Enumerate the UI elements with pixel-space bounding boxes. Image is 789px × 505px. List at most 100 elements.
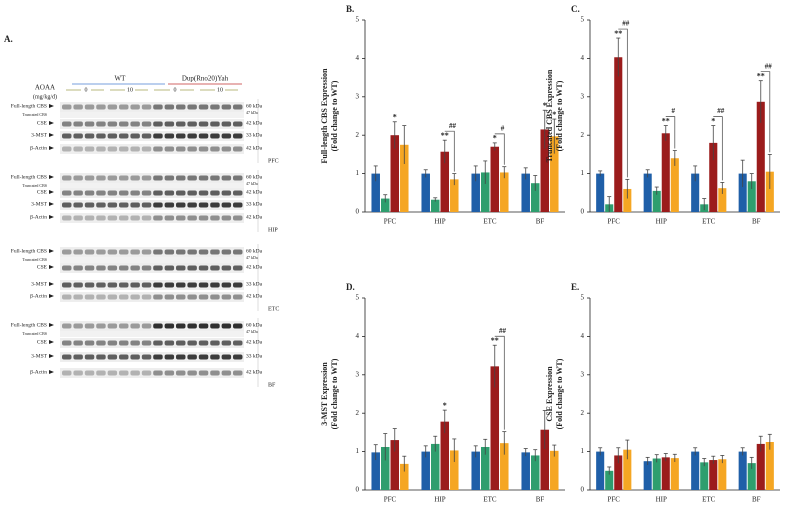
blot-band (210, 175, 220, 181)
row-label: Full-length CBS (11, 248, 47, 254)
significance-star: ** (614, 29, 622, 38)
blot-band (164, 215, 175, 221)
blot-band (119, 175, 129, 181)
y-tick-label: 3 (581, 92, 585, 100)
blot-band (210, 202, 220, 208)
bracket (713, 116, 723, 181)
kda-label: 42 kDa (246, 214, 263, 220)
blot-band (187, 340, 197, 346)
blot-band (153, 215, 163, 221)
blot-band (153, 190, 163, 196)
row-label: β-Actin (30, 214, 47, 220)
blot-band (141, 294, 152, 300)
blot-band (62, 215, 72, 221)
blot-band (62, 202, 72, 208)
blot-band (221, 249, 232, 255)
bar (440, 151, 450, 212)
row-arrow (49, 354, 54, 358)
blot-band (221, 215, 232, 221)
blot-band (198, 265, 209, 271)
significance-star: * (711, 116, 715, 125)
blot-band (130, 121, 140, 127)
blot-band (210, 133, 220, 139)
blot-band (233, 249, 243, 255)
blot-band (84, 354, 95, 360)
blot-band (153, 146, 163, 152)
blot-band (164, 175, 175, 181)
blot-band (176, 370, 186, 376)
row-arrow (49, 215, 54, 219)
blot-band (130, 133, 140, 139)
blot-band (210, 294, 220, 300)
blot-band (198, 190, 209, 196)
bar (756, 101, 765, 212)
treatment: AOAA (35, 84, 55, 92)
y-tick-label: 1 (356, 447, 360, 455)
blot-band (119, 146, 129, 152)
row-label: 3-MST (31, 353, 48, 359)
blot-strip (60, 112, 244, 118)
blot-band (210, 146, 220, 152)
blot-band (62, 175, 72, 181)
blot-band (221, 282, 232, 288)
blot-band (84, 146, 95, 152)
bar (623, 188, 632, 212)
blot-band (233, 104, 243, 110)
blot-band (96, 323, 106, 329)
blot-band (107, 294, 118, 300)
blot-band (107, 340, 118, 346)
blot-band (153, 249, 163, 255)
blot-band (96, 215, 106, 221)
blot-strip (60, 131, 244, 141)
blot-band (187, 265, 197, 271)
blot-band (96, 370, 106, 376)
blot-band (164, 282, 175, 288)
significance-star: * (393, 113, 397, 122)
blot-band (210, 190, 220, 196)
kda-label: 42 kDa (246, 293, 263, 299)
blot-band (164, 265, 175, 271)
blot-band (210, 265, 220, 271)
blot-band (153, 282, 163, 288)
blot-band (73, 202, 83, 208)
bar (614, 57, 623, 212)
bar (670, 458, 679, 490)
kda-label: 47 kDa (246, 110, 258, 115)
group-label: Dup(Rno20)Yah (182, 75, 229, 83)
panel-label: A. (4, 34, 13, 44)
bar (421, 451, 430, 490)
bar (380, 198, 390, 212)
y-tick-label: 1 (581, 169, 585, 177)
blot-band (130, 190, 140, 196)
blot-band (119, 323, 129, 329)
blot-band (141, 340, 152, 346)
blot-band (198, 282, 209, 288)
blot-band (221, 340, 232, 346)
row-label: Full-length CBS (11, 103, 47, 109)
blot-band (141, 190, 152, 196)
blot-band (96, 354, 106, 360)
bar (596, 451, 605, 490)
row-arrow (49, 370, 54, 374)
row-label: CSE (37, 339, 48, 345)
blot-band (107, 215, 118, 221)
blot-band (187, 146, 197, 152)
bar (500, 172, 509, 212)
blot-band (164, 249, 175, 255)
blot-band (210, 215, 220, 221)
blot-band (187, 133, 197, 139)
blot-band (107, 282, 118, 288)
bar (765, 171, 774, 212)
y-tick-label: 2 (356, 131, 360, 139)
row-arrow (49, 190, 54, 194)
y-tick-label: 2 (581, 131, 585, 139)
blot-band (73, 340, 83, 346)
blot-band (164, 294, 175, 300)
kda-label: 42 kDa (246, 369, 263, 375)
blot-band (73, 370, 83, 376)
blot-band (233, 323, 243, 329)
row-label: Full-length CBS (11, 322, 47, 328)
kda-label: 60 kDa (246, 322, 263, 328)
blot-band (73, 354, 83, 360)
bar (540, 129, 550, 212)
